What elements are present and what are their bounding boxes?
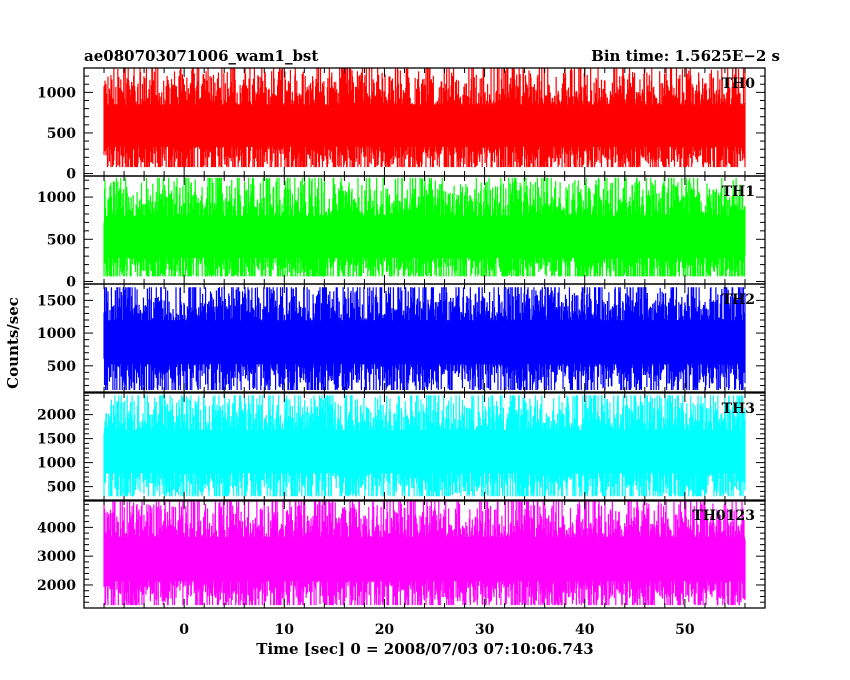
x-tick-label: 10	[275, 622, 295, 638]
panel-th1: 0 500 1000 TH1	[37, 175, 766, 290]
y-tick-label: 1000	[37, 326, 76, 342]
panel-label-th0123: TH0123	[692, 508, 755, 524]
series-core-th2	[104, 320, 745, 365]
panel-label-th1: TH1	[722, 184, 755, 200]
series-core-th3	[104, 429, 745, 474]
series-core-th0123	[104, 536, 745, 582]
y-tick-label: 2000	[37, 578, 76, 594]
y-axis-label: Counts/sec	[4, 297, 22, 389]
panel-th3: 500 1000 1500 2000 TH3	[37, 392, 766, 502]
x-axis-ticks: 0 10 20 30 40 50	[179, 622, 695, 638]
y-tick-label: 1000	[37, 85, 76, 101]
panel-th0123: 2000 3000 4000 TH0123	[37, 499, 766, 609]
y-tick-label: 0	[66, 167, 76, 183]
x-tick-label: 40	[575, 622, 595, 638]
panel-th2: 500 1000 1500 TH2	[37, 283, 766, 393]
x-axis-label: Time [sec] 0 = 2008/07/03 07:10:06.743	[256, 640, 593, 658]
y-tick-label: 500	[47, 232, 76, 248]
panel-th0: 0 500 1000 TH0	[37, 67, 766, 183]
x-tick-label: 20	[375, 622, 395, 638]
chart-title: ae080703071006_wam1_bst	[84, 47, 318, 65]
y-tick-label: 3000	[37, 549, 76, 565]
y-tick-label: 500	[47, 480, 76, 496]
x-tick-label: 50	[675, 622, 695, 638]
panels-group: 0 500 1000 TH0 0 500 1000 TH1 500 1000 1500 TH2 500 1…	[37, 67, 766, 609]
panel-label-th3: TH3	[722, 401, 755, 417]
bin-time-label: Bin time: 1.5625E−2 s	[591, 47, 780, 65]
y-tick-label: 1500	[37, 432, 76, 448]
y-tick-label: 2000	[37, 408, 76, 424]
y-tick-label: 0	[66, 274, 76, 290]
panel-label-th0: TH0	[722, 76, 756, 92]
y-tick-label: 1000	[37, 190, 76, 206]
series-core-th0	[104, 104, 745, 147]
y-tick-label: 1000	[37, 456, 76, 472]
x-tick-label: 0	[179, 622, 189, 638]
series-core-th1	[104, 215, 745, 258]
x-tick-label: 30	[475, 622, 495, 638]
y-tick-label: 4000	[37, 520, 76, 536]
y-tick-label: 500	[47, 126, 76, 142]
y-tick-label: 500	[47, 359, 76, 375]
y-tick-label: 1500	[37, 293, 76, 309]
panel-label-th2: TH2	[722, 292, 755, 308]
